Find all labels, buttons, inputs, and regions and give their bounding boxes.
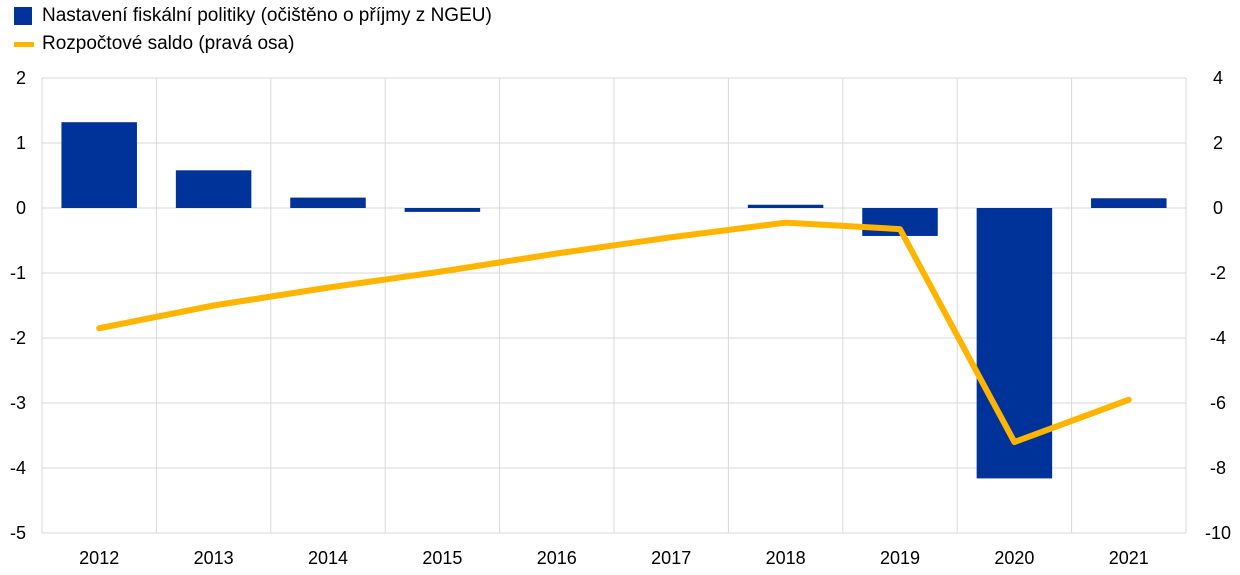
x-tick-label: 2019 (880, 548, 920, 568)
y-right-tick-label: 4 (1213, 68, 1223, 88)
x-tick-label: 2018 (766, 548, 806, 568)
y-left-tick-label: 1 (16, 133, 26, 153)
x-tick-label: 2021 (1109, 548, 1149, 568)
y-right-tick-label: -2 (1210, 263, 1226, 283)
legend-label-bars: Nastavení fiskální politiky (očištěno o … (42, 5, 492, 26)
bar (61, 122, 137, 208)
x-tick-label: 2017 (651, 548, 691, 568)
x-tick-label: 2016 (537, 548, 577, 568)
bar (747, 204, 824, 208)
bar (290, 197, 366, 208)
y-left-tick-label: -3 (10, 393, 26, 413)
balance-line (96, 219, 1132, 445)
y-left-tick-label: -5 (10, 523, 26, 543)
y-left-tick-label: -1 (10, 263, 26, 283)
legend-label-line: Rozpočtové saldo (pravá osa) (42, 33, 295, 54)
bar (404, 208, 481, 212)
legend-swatch-line (14, 41, 34, 47)
legend-swatch-bar (14, 7, 32, 25)
legend-item-line: Rozpočtové saldo (pravá osa) (14, 30, 492, 58)
y-right-tick-label: 0 (1213, 198, 1223, 218)
y-right-tick-label: -8 (1210, 458, 1226, 478)
y-right-tick-label: -10 (1205, 523, 1231, 543)
y-left-tick-label: 2 (16, 68, 26, 88)
x-tick-label: 2013 (194, 548, 234, 568)
legend: Nastavení fiskální politiky (očištěno o … (14, 2, 492, 58)
y-right-tick-label: -4 (1210, 328, 1226, 348)
y-right-tick-label: -6 (1210, 393, 1226, 413)
y-left-tick-label: 0 (16, 198, 26, 218)
bar (175, 170, 252, 208)
x-tick-label: 2014 (308, 548, 348, 568)
y-left-tick-label: -2 (10, 328, 26, 348)
x-tick-label: 2012 (79, 548, 119, 568)
y-left-tick-label: -4 (10, 458, 26, 478)
y-right-tick-label: 2 (1213, 133, 1223, 153)
legend-item-bars: Nastavení fiskální politiky (očištěno o … (14, 2, 492, 30)
x-tick-label: 2020 (994, 548, 1034, 568)
x-tick-label: 2015 (422, 548, 462, 568)
bar (1091, 198, 1167, 208)
